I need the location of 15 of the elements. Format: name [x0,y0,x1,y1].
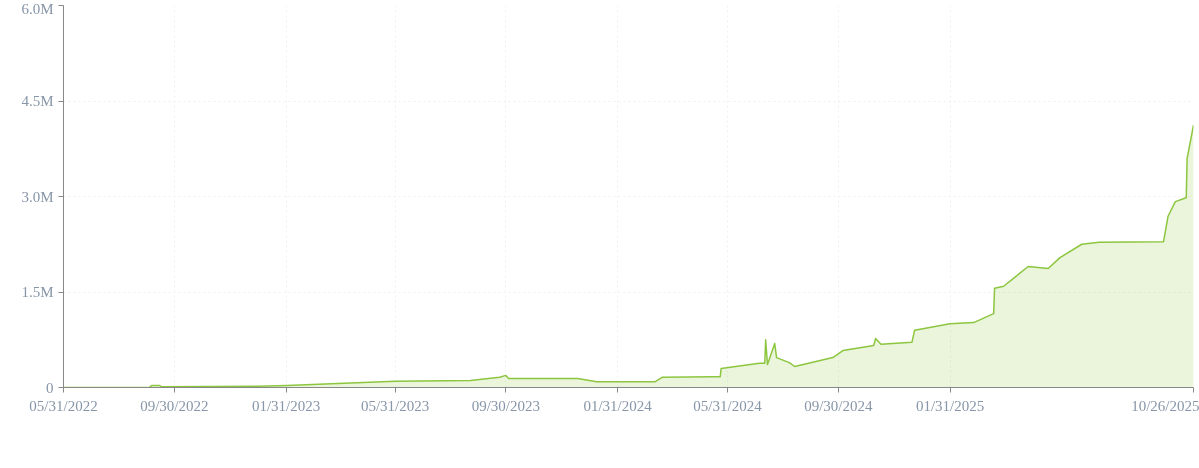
x-tick-label: 05/31/2022 [29,397,98,414]
x-tick-label: 05/31/2023 [360,397,430,414]
x-tick-label: 01/31/2025 [915,397,985,414]
y-tick-label: 6.0M [21,0,54,17]
x-tick-label: 09/30/2022 [140,397,209,414]
x-tick-label: 01/31/2024 [583,397,653,414]
y-tick-label: 1.5M [21,284,54,300]
x-tick-label: 05/31/2024 [693,397,763,414]
y-tick-label: 0 [46,379,54,396]
y-tick-label: 3.0M [21,188,54,205]
x-tick-label: 10/26/2025 [1131,397,1199,414]
y-tick-label: 4.5M [21,93,54,109]
x-tick-label: 09/30/2024 [804,397,873,414]
x-tick-label: 09/30/2023 [471,397,541,414]
x-tick-label: 01/31/2023 [251,397,321,414]
